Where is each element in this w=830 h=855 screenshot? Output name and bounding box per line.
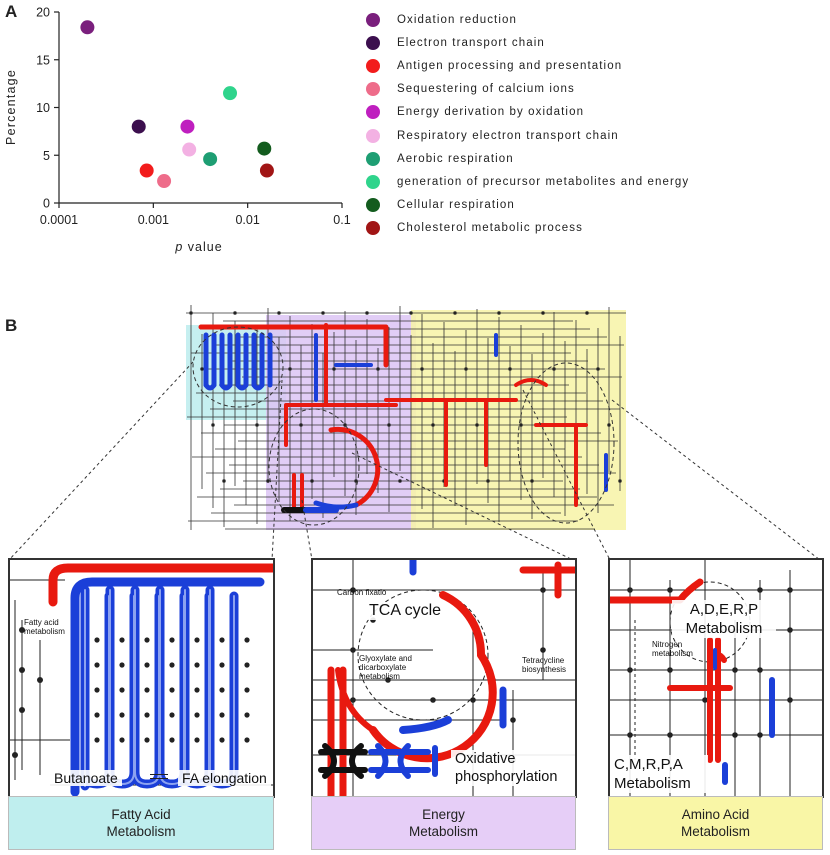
legend-label: Electron transport chain	[397, 36, 545, 49]
legend-item: Electron transport chain	[366, 31, 689, 54]
y-axis-label: Percentage	[4, 69, 18, 145]
x-tick-label: 0.001	[138, 213, 169, 227]
y-tick-label: 10	[36, 101, 50, 115]
glyoxylate-label: Glyoxylate and dicarboxylate metabolism	[359, 654, 412, 681]
legend-item: Energy derivation by oxidation	[366, 101, 689, 124]
x-tick-label: 0.1	[333, 213, 350, 227]
y-tick-label: 0	[43, 197, 50, 211]
cmrpa-metabolism-label: C,M,R,P,A Metabolism	[610, 755, 708, 793]
carbon-fixation-label: Carbon fixatio	[337, 588, 387, 597]
metabolic-map-overview	[186, 305, 626, 530]
data-point	[131, 119, 146, 134]
legend-item: generation of precursor metabolites and …	[366, 170, 689, 193]
legend-label: Respiratory electron transport chain	[397, 129, 619, 142]
legend-label: Antigen processing and presentation	[397, 59, 623, 72]
data-point	[182, 142, 197, 157]
caption-energy-text: Energy Metabolism	[408, 807, 479, 839]
legend-marker	[366, 35, 380, 50]
y-tick-label: 15	[36, 53, 50, 67]
fa-elongation-label: FA elongation	[178, 770, 271, 786]
tetracycline-label: Tetracycline biosynthesis	[522, 656, 567, 674]
panel-label-b: B	[5, 316, 18, 335]
x-tick-label: 0.01	[235, 213, 259, 227]
zoom-fatty-acid: Fatty acid metabolism Butanoate FA elong…	[8, 558, 275, 798]
legend-marker	[366, 174, 380, 189]
map-highlighted-pathways	[198, 323, 608, 513]
legend-marker	[366, 12, 380, 27]
chart-points	[80, 20, 274, 189]
legend-marker	[366, 151, 380, 166]
legend-item: Oxidation reduction	[366, 8, 689, 31]
legend-marker	[366, 128, 380, 143]
scatter-chart: 0 5 10 15 20 0.0001 0.001 0.01 0.1 Percentage p …	[4, 6, 351, 255]
caption-amino-acid-text: Amino Acid Metabolism	[680, 807, 751, 839]
energy-region	[266, 315, 416, 530]
data-point	[257, 141, 272, 156]
legend-marker	[366, 58, 380, 73]
data-point	[157, 174, 172, 189]
chart-legend: Oxidation reduction Electron transport ch…	[366, 8, 689, 240]
amino-acid-nodes	[627, 587, 793, 738]
legend-label: Energy derivation by oxidation	[397, 106, 585, 119]
tca-cycle-label: TCA cycle	[365, 602, 446, 620]
legend-label: Cholesterol metabolic process	[397, 222, 583, 235]
legend-marker	[366, 82, 380, 97]
legend-item: Cholesterol metabolic process	[366, 217, 689, 240]
chart-axes: 0 5 10 15 20 0.0001 0.001 0.01 0.1	[36, 6, 351, 228]
y-tick-label: 5	[43, 149, 50, 163]
y-tick-label: 20	[36, 6, 50, 20]
x-axis-label-rest: value	[188, 240, 223, 254]
butanoate-label: Butanoate	[50, 770, 122, 786]
legend-marker	[366, 221, 380, 236]
legend-item: Antigen processing and presentation	[366, 54, 689, 77]
legend-label: Cellular respiration	[397, 199, 515, 212]
caption-amino-acid: Amino Acid Metabolism	[608, 796, 823, 850]
legend-label: Oxidation reduction	[397, 13, 517, 26]
legend-item: Respiratory electron transport chain	[366, 124, 689, 147]
fatty-acid-small-label: Fatty acid metabolism	[24, 618, 65, 636]
caption-energy: Energy Metabolism	[311, 796, 576, 850]
x-tick-label: 0.0001	[40, 213, 78, 227]
data-point	[139, 163, 154, 178]
data-point	[80, 20, 95, 35]
data-point	[203, 152, 218, 167]
zoom-energy: Carbon fixatio Glyoxylate and dicarboxyl…	[311, 558, 577, 798]
legend-marker	[366, 105, 380, 120]
x-axis-label: p value	[174, 240, 222, 254]
legend-item: Cellular respiration	[366, 194, 689, 217]
fatty-acid-nodes	[12, 627, 250, 758]
legend-item: Aerobic respiration	[366, 147, 689, 170]
data-point	[223, 86, 238, 101]
legend-label: Aerobic respiration	[397, 152, 514, 165]
oxidative-phosphorylation-label: Oxidative phosphorylation	[451, 750, 575, 786]
link-dash	[150, 774, 168, 779]
fatty-acid-drawing	[10, 563, 273, 796]
legend-marker	[366, 198, 380, 213]
caption-fatty-acid: Fatty Acid Metabolism	[8, 796, 274, 850]
map-focus-circles	[192, 326, 615, 526]
legend-label: Sequestering of calcium ions	[397, 83, 575, 96]
zoom-amino-acid: Nitrogen metabolism A,D,E,R,P Metabolism…	[608, 558, 824, 798]
x-axis-label-italic: p	[174, 240, 183, 254]
data-point	[180, 119, 195, 134]
data-point	[259, 163, 274, 178]
caption-fatty-acid-text: Fatty Acid Metabolism	[106, 807, 176, 839]
legend-label: generation of precursor metabolites and …	[397, 175, 690, 188]
metabolic-map-drawing	[186, 305, 626, 530]
nitrogen-label: Nitrogen metabolism	[652, 640, 693, 658]
legend-item: Sequestering of calcium ions	[366, 78, 689, 101]
adrp-metabolism-label: A,D,E,R,P Metabolism	[672, 600, 776, 638]
panel-label-a: A	[5, 2, 18, 21]
map-network-lines	[186, 305, 626, 530]
